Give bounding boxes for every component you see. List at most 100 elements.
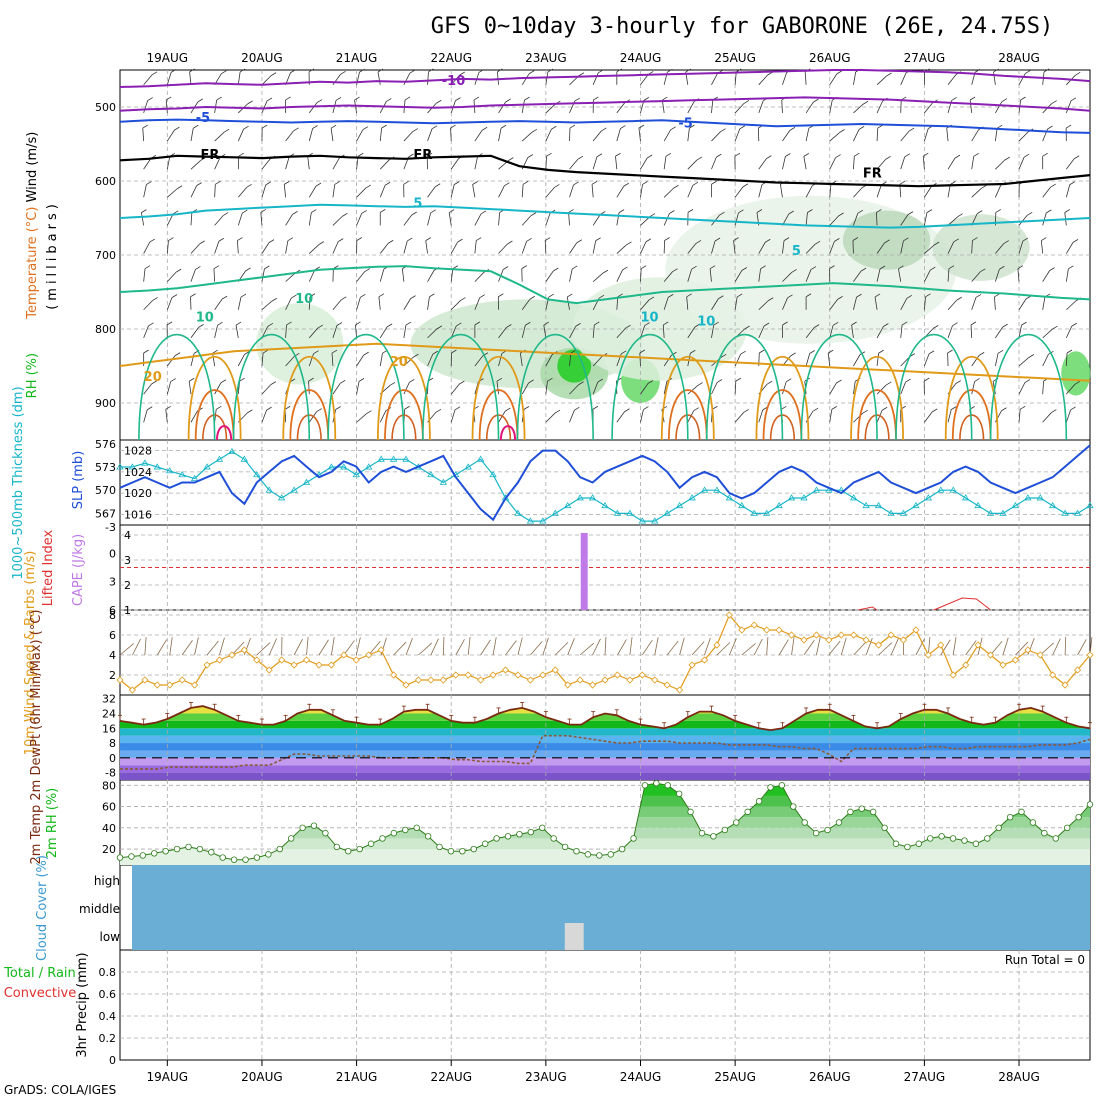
thickness-marker: [153, 463, 162, 470]
wind-barb: [1042, 186, 1052, 198]
wind10m-barb: [828, 640, 841, 656]
wind-speed-marker: [974, 641, 982, 649]
wind-barb: [261, 158, 271, 170]
wind-barb: [214, 215, 224, 226]
wind-barb-flag: [174, 352, 181, 356]
wind-speed-marker: [875, 641, 883, 649]
wind-barb: [498, 353, 503, 367]
thickness-marker: [563, 501, 572, 509]
wind-barb: [498, 101, 506, 114]
wind-barb: [308, 269, 316, 282]
wind-barb: [592, 156, 598, 170]
thickness-marker: [365, 463, 373, 470]
wind-barb: [166, 156, 171, 170]
wind-barb: [781, 99, 783, 113]
wind-barb: [687, 326, 696, 339]
date-label-top: 24AUG: [620, 51, 662, 65]
wind-speed-marker: [725, 611, 733, 619]
wind-barb: [805, 269, 812, 282]
wind10m-barb: [256, 642, 271, 656]
wind-barb-flag: [763, 322, 770, 327]
rh-marker: [470, 845, 477, 853]
wind-speed-marker: [477, 676, 485, 684]
date-label-top: 26AUG: [809, 51, 851, 65]
slp-tick: 1024: [124, 466, 152, 479]
wind-barb: [663, 156, 667, 170]
wind-barb-flag: [954, 154, 961, 159]
rh-marker: [630, 835, 637, 842]
wind-barb: [782, 240, 785, 254]
wind-barb: [900, 298, 908, 310]
wind-barb-flag: [480, 210, 487, 215]
wind-barb-flag: [956, 296, 962, 301]
date-label-bottom: 25AUG: [714, 1070, 756, 1084]
wind-barb-flag: [670, 126, 676, 131]
wind-barb: [425, 240, 428, 254]
wind-barb-flag: [292, 211, 298, 215]
wind-barb-flag: [431, 125, 438, 130]
rh-marker: [812, 829, 820, 837]
rh-marker: [516, 830, 523, 838]
contour-label: FR: [200, 148, 219, 163]
wind-barb-flag: [578, 381, 584, 386]
wind-barb: [993, 71, 996, 85]
wind-barb-flag: [547, 377, 553, 382]
date-label-bottom: 27AUG: [904, 1070, 946, 1084]
low-cloud-gap: [564, 923, 584, 950]
wind-barb: [734, 103, 745, 114]
wind-barb-flag: [430, 209, 436, 214]
thickness-marker: [812, 486, 821, 493]
wind-speed-marker: [899, 636, 908, 644]
frame-p8: [119, 949, 1091, 1061]
wind-barb-flag: [246, 183, 252, 188]
wind-barb-flag: [904, 153, 910, 158]
rh-marker: [447, 847, 455, 855]
wind-barb: [947, 184, 951, 198]
wind-barb-flag: [476, 237, 482, 241]
wind10m-barb: [617, 639, 627, 656]
rh-marker: [322, 829, 329, 837]
wind-barb-flag: [1051, 100, 1057, 104]
wind-barb: [758, 325, 765, 339]
wind-speed-marker: [414, 676, 423, 684]
wind-speed-marker: [576, 676, 584, 684]
wind-barb-flag: [696, 156, 703, 161]
wind-speed-marker: [128, 686, 137, 694]
wind-barb-flag: [950, 406, 957, 410]
wind-barb: [924, 186, 932, 198]
rh-marker: [721, 826, 729, 834]
wind-barb: [876, 184, 882, 198]
wind-barb-flag: [886, 381, 892, 386]
wind-barb: [545, 187, 555, 198]
wind-barb-flag: [308, 68, 315, 73]
upper-air-grid: [120, 70, 1090, 440]
wind-barb: [782, 272, 792, 282]
wind-barb: [261, 184, 267, 198]
rh-tick: 60: [102, 801, 116, 814]
wind-barb: [994, 269, 1000, 282]
wind-barb-flag: [334, 181, 340, 185]
slp-tick: 1016: [124, 508, 152, 521]
wind-barb: [1066, 300, 1077, 311]
contour-label: -5: [196, 111, 210, 126]
millibars-label: (millibars): [45, 200, 60, 310]
temperature-minmax-bars: [118, 701, 1092, 729]
wind-speed-marker: [887, 631, 895, 639]
wind-barb-flag: [148, 322, 154, 327]
thickness-marker: [899, 509, 908, 516]
wind-barb: [711, 156, 717, 170]
contour-FR: [119, 154, 1091, 188]
wind-barb-flag: [146, 181, 152, 185]
thickness-marker: [526, 517, 535, 524]
dewpoint-line: [120, 734, 1091, 770]
wind-barb: [995, 185, 1002, 198]
wind-barb: [545, 354, 553, 367]
wind10m-barb: [194, 637, 199, 656]
wind-barb: [947, 268, 950, 282]
wind-barb-flag: [237, 237, 243, 241]
wind-barb-flag: [357, 152, 364, 157]
thickness-marker: [116, 463, 124, 470]
wind-barb-flag: [974, 378, 980, 382]
wind10m-barb: [530, 641, 543, 656]
wind-barb-flag: [733, 237, 739, 241]
